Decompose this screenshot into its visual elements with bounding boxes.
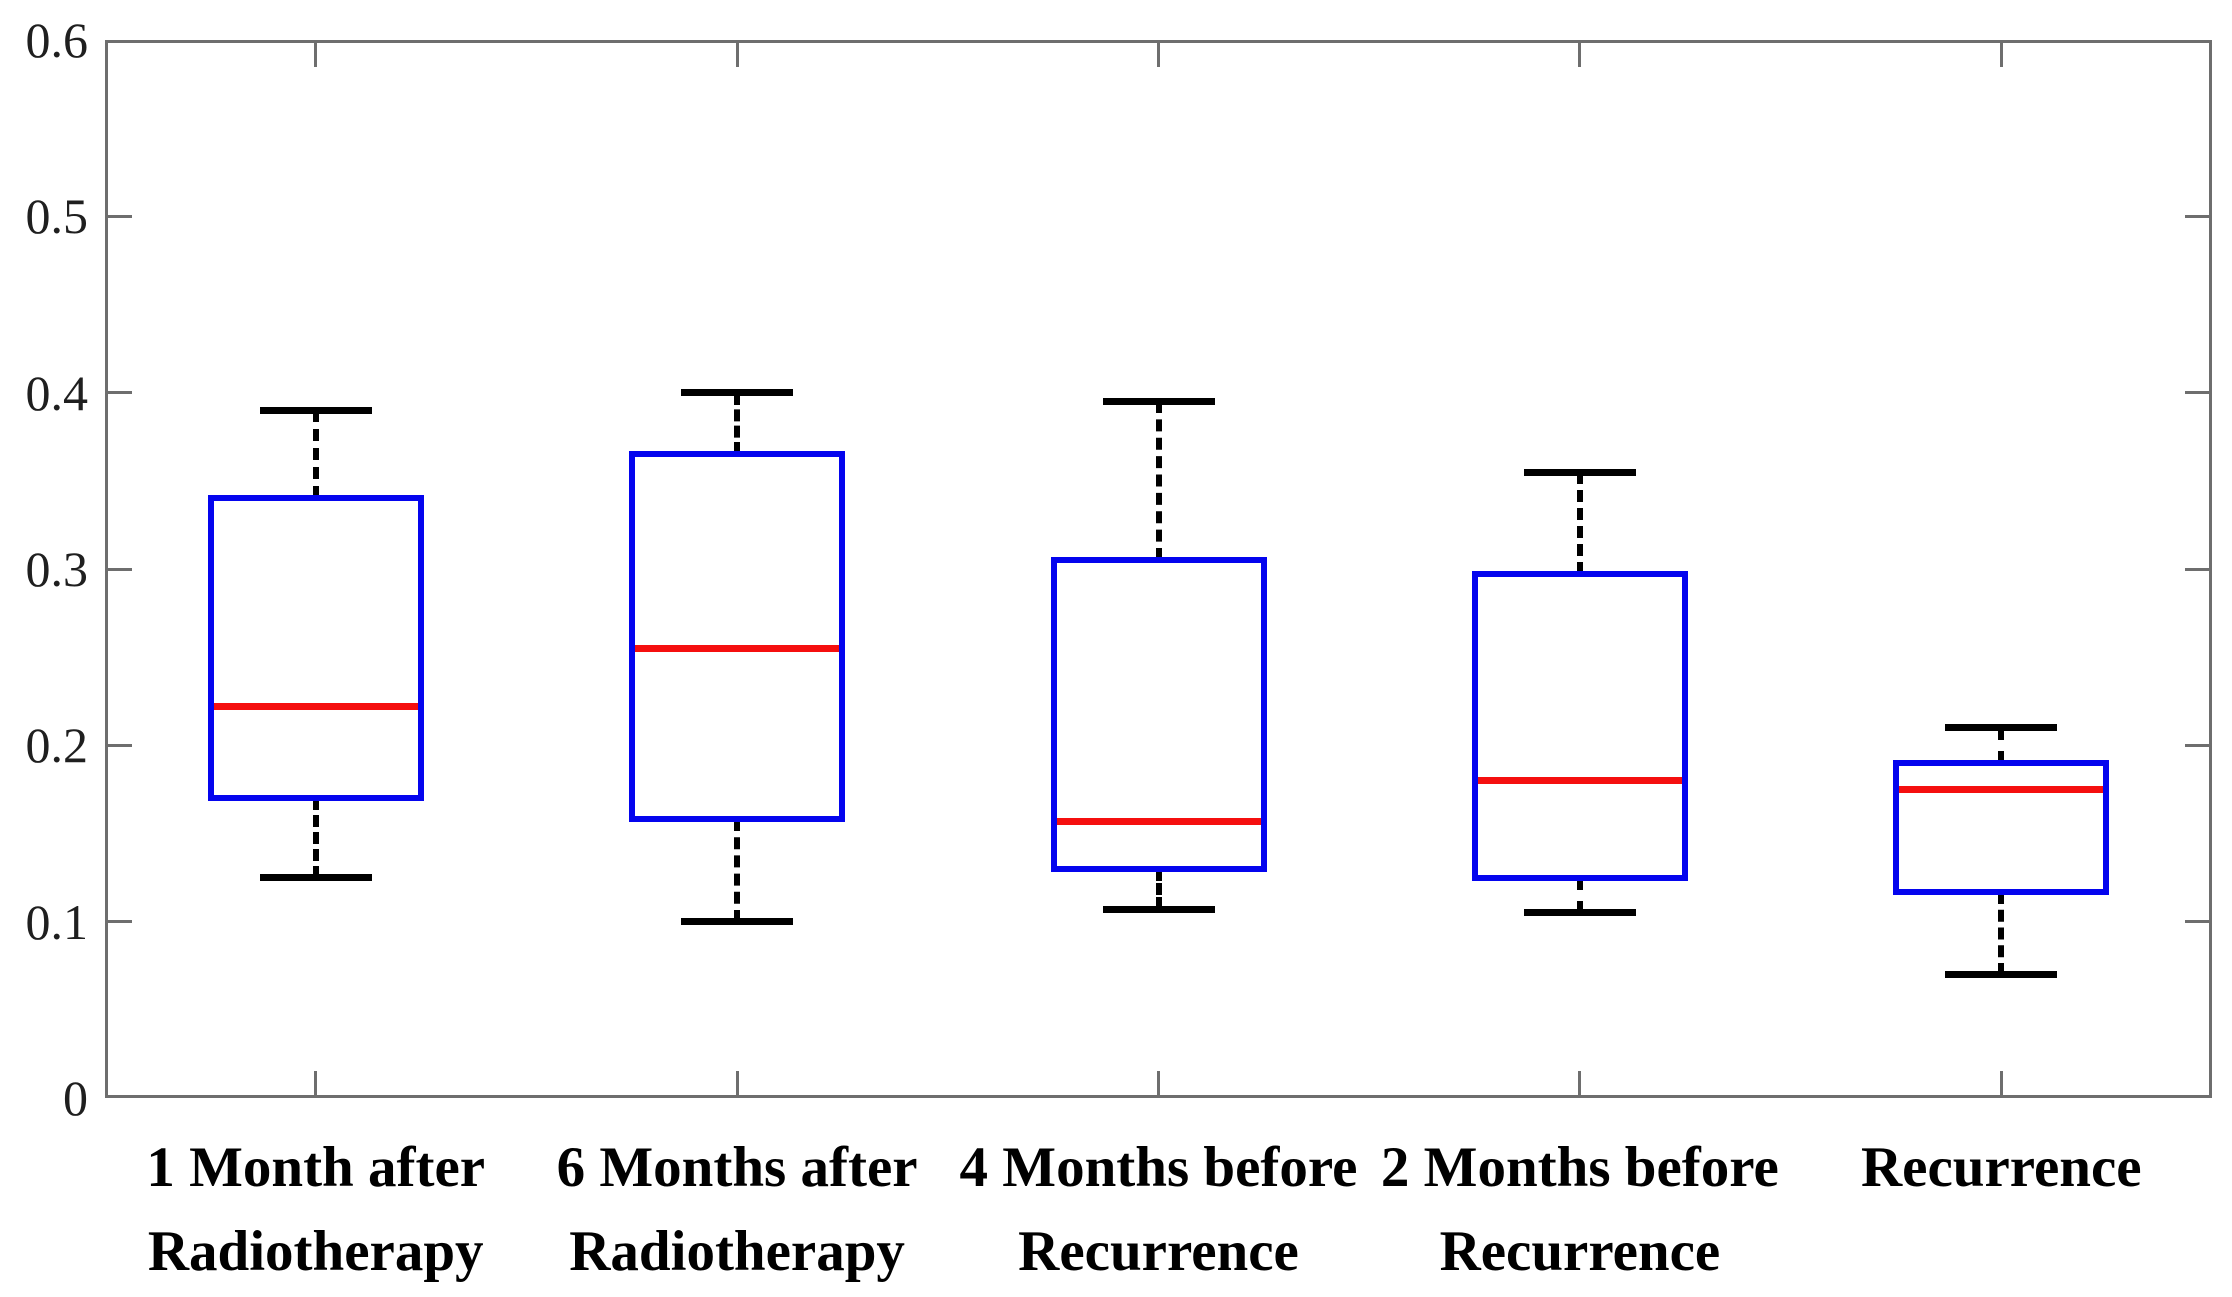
y-tick-mark-right <box>2185 214 2209 218</box>
x-category-label: Recurrence <box>1861 1126 2142 1210</box>
whisker-lower <box>1576 877 1583 913</box>
x-category-label-line: 4 Months before <box>959 1136 1358 1199</box>
plot-area-frame <box>105 40 2212 1098</box>
y-tick-label: 0 <box>63 1070 88 1126</box>
y-tick-label: 0.5 <box>25 188 89 245</box>
y-tick-label: 0.3 <box>25 541 89 597</box>
whisker-upper <box>1155 401 1162 561</box>
box-iqr <box>629 451 846 823</box>
y-tick-label: 0.2 <box>25 717 89 774</box>
median-line <box>1899 785 2104 793</box>
whisker-cap-upper <box>1102 397 1215 405</box>
y-tick-mark-right <box>2185 920 2209 924</box>
x-category-label-line: 1 Month after <box>146 1136 486 1199</box>
whisker-cap-upper <box>1523 468 1636 476</box>
y-tick-mark-right <box>2185 391 2209 395</box>
x-category-label: 4 Months before Recurrence <box>960 1126 1358 1294</box>
whisker-cap-lower <box>1523 909 1636 917</box>
x-category-label-line: Recurrence <box>1860 1136 2142 1199</box>
x-tick-mark-bottom <box>735 1071 739 1095</box>
x-tick-mark-bottom <box>1157 1071 1160 1095</box>
whisker-cap-lower <box>259 874 372 882</box>
x-category-label-line: 6 Months after <box>556 1136 918 1199</box>
x-category-label-line: Radiotherapy <box>569 1220 905 1283</box>
whisker-cap-lower <box>681 918 794 926</box>
median-line <box>1477 777 1682 785</box>
whisker-lower <box>734 819 741 922</box>
median-line <box>213 703 418 711</box>
x-tick-mark-top <box>1157 43 1160 67</box>
x-category-label: 1 Month after Radiotherapy <box>146 1126 485 1294</box>
whisker-cap-upper <box>259 406 372 414</box>
box-iqr <box>207 495 424 802</box>
whisker-upper <box>734 392 741 455</box>
whisker-upper <box>1998 727 2005 763</box>
whisker-cap-upper <box>681 389 794 397</box>
y-tick-mark-right <box>2185 743 2209 747</box>
whisker-lower <box>312 798 319 878</box>
whisker-upper <box>312 410 319 499</box>
x-tick-mark-bottom <box>314 1071 318 1095</box>
whisker-upper <box>1576 472 1583 575</box>
whisker-cap-lower <box>1102 905 1215 913</box>
x-tick-mark-top <box>314 43 318 67</box>
y-tick-label: 0.4 <box>25 364 89 421</box>
y-tick-mark-left <box>108 920 132 924</box>
whisker-lower <box>1155 868 1162 910</box>
y-tick-mark-left <box>108 214 132 218</box>
y-tick-mark-left <box>108 743 132 747</box>
median-line <box>1056 817 1261 825</box>
x-category-label-line: 2 Months before <box>1380 1136 1779 1199</box>
y-tick-mark-left <box>108 567 132 571</box>
x-tick-mark-bottom <box>1578 1071 1582 1095</box>
whisker-cap-upper <box>1945 724 2058 732</box>
x-category-label: 6 Months after Radiotherapy <box>557 1126 918 1294</box>
x-category-label: 2 Months before Recurrence <box>1381 1126 1779 1294</box>
x-category-label-line: Radiotherapy <box>147 1220 484 1283</box>
box-iqr <box>1893 759 2110 895</box>
x-tick-mark-top <box>1999 43 2003 67</box>
median-line <box>635 644 840 652</box>
x-tick-mark-top <box>735 43 739 67</box>
y-tick-label: 0.1 <box>25 893 89 950</box>
whisker-lower <box>1998 891 2005 975</box>
whisker-cap-lower <box>1945 971 2058 979</box>
y-tick-mark-right <box>2185 567 2209 571</box>
x-tick-mark-bottom <box>1999 1071 2003 1095</box>
y-tick-mark-left <box>108 391 132 395</box>
x-tick-mark-top <box>1578 43 1582 67</box>
x-category-label-line: Recurrence <box>1018 1220 1299 1283</box>
x-category-label-line: Recurrence <box>1439 1220 1721 1283</box>
box-iqr <box>1471 571 1688 881</box>
y-tick-label: 0.6 <box>25 12 89 68</box>
